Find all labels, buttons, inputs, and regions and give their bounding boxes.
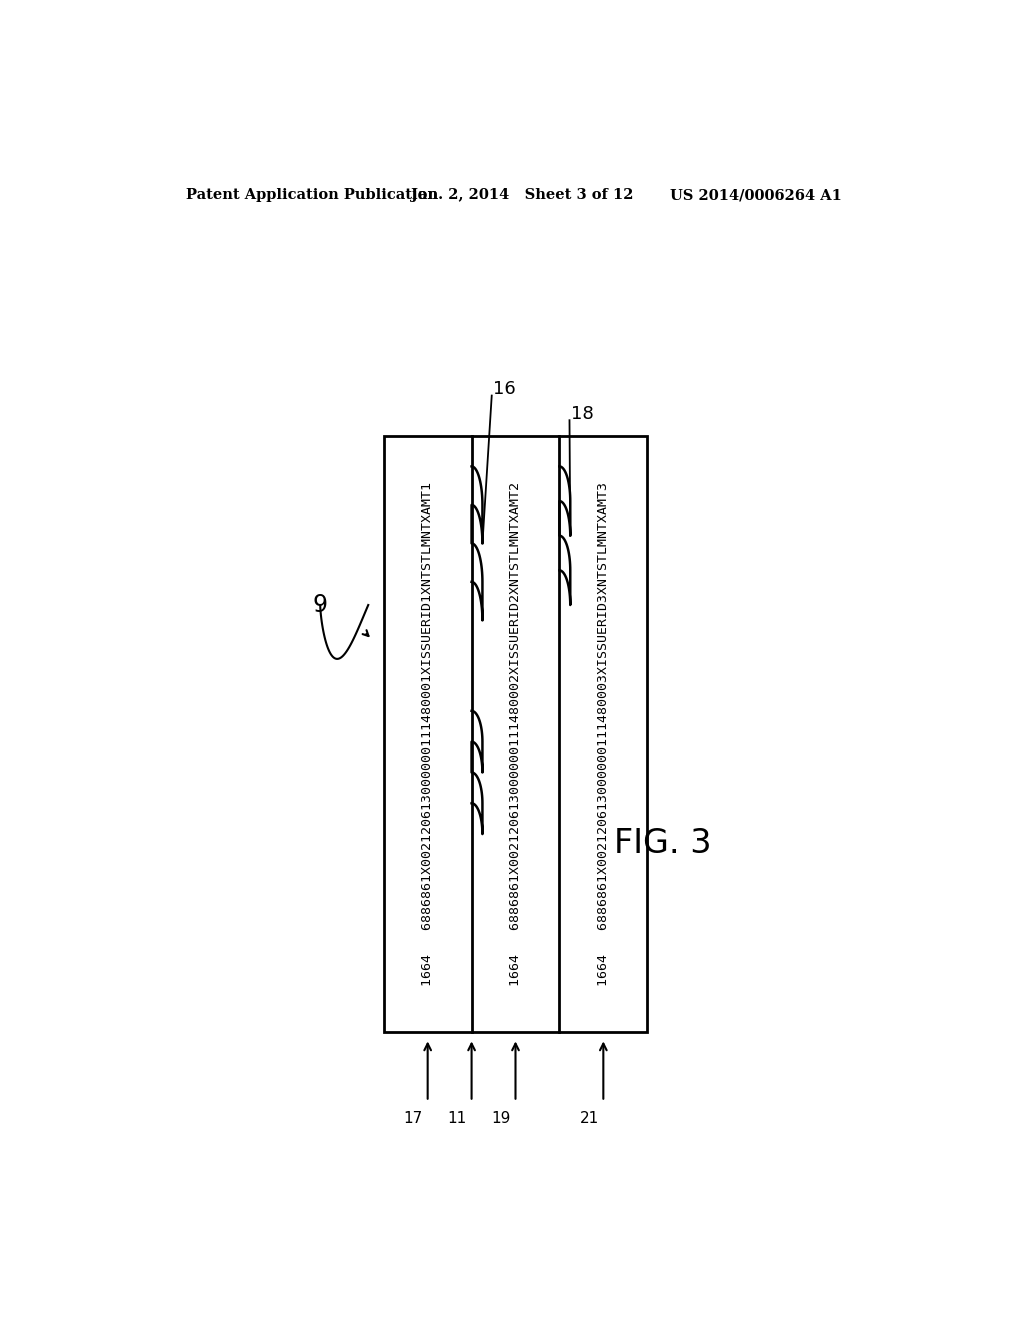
- Bar: [384, 436, 647, 1032]
- Text: 9: 9: [312, 593, 328, 616]
- Text: 1664   6886861X002120613000000111480001XISSUERID1XNTSTLMNTXAMT1: 1664 6886861X002120613000000111480001XIS…: [421, 482, 434, 986]
- Text: 21: 21: [580, 1111, 599, 1126]
- Text: 17: 17: [403, 1111, 423, 1126]
- Text: 1664   6886861X002120613000000111480003XISSUERID3XNTSTLMNTXAMT3: 1664 6886861X002120613000000111480003XIS…: [597, 482, 610, 986]
- Text: 16: 16: [494, 380, 516, 399]
- Text: 18: 18: [571, 405, 594, 422]
- Text: Patent Application Publication: Patent Application Publication: [186, 189, 438, 202]
- Text: Jan. 2, 2014   Sheet 3 of 12: Jan. 2, 2014 Sheet 3 of 12: [411, 189, 634, 202]
- Text: US 2014/0006264 A1: US 2014/0006264 A1: [671, 189, 843, 202]
- Text: 19: 19: [492, 1111, 511, 1126]
- Text: 1664   6886861X002120613000000111480002XISSUERID2XNTSTLMNTXAMT2: 1664 6886861X002120613000000111480002XIS…: [509, 482, 522, 986]
- Text: FIG. 3: FIG. 3: [614, 828, 712, 861]
- Text: 11: 11: [447, 1111, 467, 1126]
